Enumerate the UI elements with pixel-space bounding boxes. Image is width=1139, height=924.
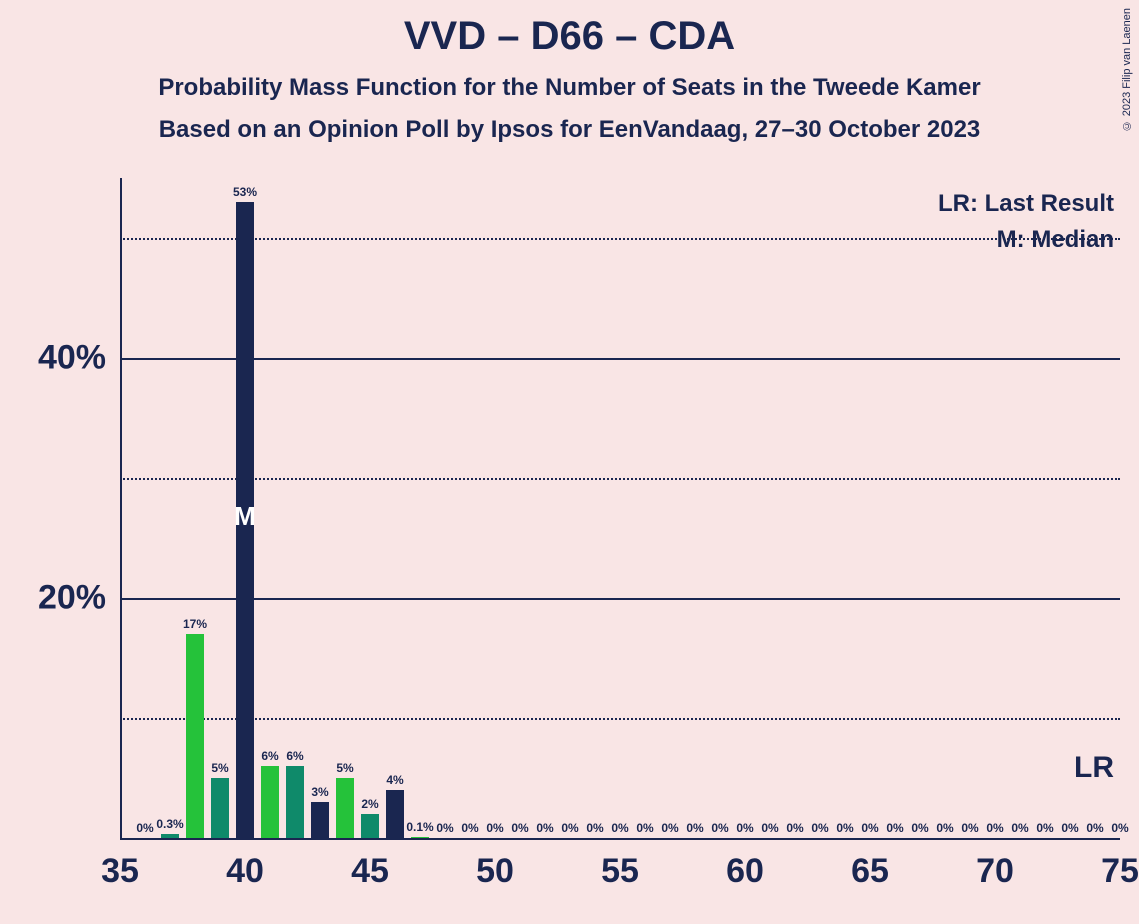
bar-value-label: 17%: [183, 617, 207, 631]
last-result-marker: LR: [1074, 751, 1114, 785]
bar-value-label: 5%: [211, 761, 228, 775]
x-tick-label: 50: [476, 852, 514, 891]
bar: [236, 202, 254, 838]
bar: [186, 634, 204, 838]
bar: [361, 814, 379, 838]
copyright-text: © 2023 Filip van Laenen: [1121, 8, 1133, 131]
x-tick-label: 40: [226, 852, 264, 891]
bar-value-label: 3%: [311, 785, 328, 799]
bar: [336, 778, 354, 838]
bar-value-label: 53%: [233, 185, 257, 199]
bar-value-label: 0.3%: [156, 817, 183, 831]
x-tick-label: 35: [101, 852, 139, 891]
chart-subtitle-2: Based on an Opinion Poll by Ipsos for Ee…: [0, 116, 1139, 144]
gridline-dotted: [120, 718, 1120, 720]
bar-value-label: 0%: [511, 821, 528, 835]
bar: [311, 802, 329, 838]
bar-value-label: 0%: [711, 821, 728, 835]
plot-area: 20%40%3540455055606570750%0.3%17%5%53%M6…: [120, 178, 1120, 838]
bar-value-label: 0%: [436, 821, 453, 835]
bar-value-label: 0%: [486, 821, 503, 835]
chart-title: VVD – D66 – CDA: [0, 14, 1139, 59]
bar-value-label: 0%: [886, 821, 903, 835]
bar-value-label: 0%: [686, 821, 703, 835]
gridline-dotted: [120, 478, 1120, 480]
bar-value-label: 0%: [1011, 821, 1028, 835]
gridline-dotted: [120, 238, 1120, 240]
bar-value-label: 0%: [461, 821, 478, 835]
bar-value-label: 4%: [386, 773, 403, 787]
legend-line: LR: Last Result: [938, 190, 1114, 218]
bar-value-label: 0%: [961, 821, 978, 835]
bar-value-label: 0%: [811, 821, 828, 835]
bar-value-label: 0%: [836, 821, 853, 835]
gridline-solid: [120, 598, 1120, 600]
x-tick-label: 75: [1101, 852, 1139, 891]
bar-value-label: 0%: [661, 821, 678, 835]
y-tick-label: 20%: [38, 579, 106, 618]
bar-value-label: 0%: [636, 821, 653, 835]
bar-value-label: 0%: [136, 821, 153, 835]
gridline-solid: [120, 838, 1120, 840]
bar-value-label: 0%: [611, 821, 628, 835]
bar: [261, 766, 279, 838]
bar-value-label: 0%: [936, 821, 953, 835]
bar-value-label: 0%: [536, 821, 553, 835]
bar-value-label: 5%: [336, 761, 353, 775]
bar-value-label: 0%: [736, 821, 753, 835]
x-tick-label: 55: [601, 852, 639, 891]
bar-value-label: 0%: [786, 821, 803, 835]
gridline-solid: [120, 358, 1120, 360]
bar-value-label: 0%: [986, 821, 1003, 835]
x-tick-label: 60: [726, 852, 764, 891]
bar-value-label: 6%: [261, 749, 278, 763]
bar-value-label: 0%: [911, 821, 928, 835]
bar-value-label: 0%: [1111, 821, 1128, 835]
bar: [211, 778, 229, 838]
x-tick-label: 70: [976, 852, 1014, 891]
bar-value-label: 0%: [561, 821, 578, 835]
legend-line: M: Median: [997, 226, 1114, 254]
x-tick-label: 65: [851, 852, 889, 891]
chart-subtitle-1: Probability Mass Function for the Number…: [0, 74, 1139, 102]
bar-value-label: 0%: [861, 821, 878, 835]
bar-value-label: 6%: [286, 749, 303, 763]
bar-value-label: 0%: [761, 821, 778, 835]
bar-value-label: 0%: [1036, 821, 1053, 835]
bar: [286, 766, 304, 838]
bar-value-label: 0.1%: [406, 820, 433, 834]
x-tick-label: 45: [351, 852, 389, 891]
bar: [386, 790, 404, 838]
y-axis-line: [120, 178, 122, 838]
bar-value-label: 0%: [586, 821, 603, 835]
y-tick-label: 40%: [38, 339, 106, 378]
bar-value-label: 0%: [1086, 821, 1103, 835]
bar-value-label: 2%: [361, 797, 378, 811]
bar: [411, 837, 429, 838]
bar-value-label: 0%: [1061, 821, 1078, 835]
bar: [161, 834, 179, 838]
